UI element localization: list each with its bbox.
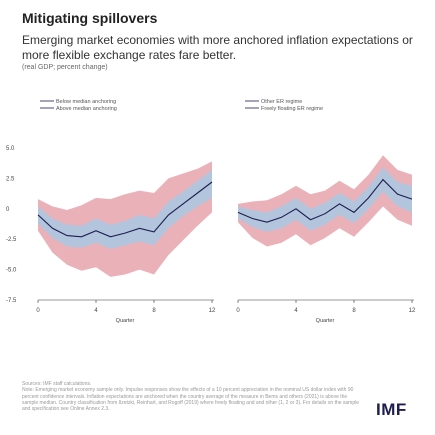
legend-item: Other ER regime bbox=[261, 99, 302, 105]
legend-left: Below median anchoring Above median anch… bbox=[40, 99, 117, 112]
y-tick-label: 5.0 bbox=[6, 146, 15, 152]
legend-item: Freely floating ER regime bbox=[261, 106, 323, 112]
chart-notes: Sources: IMF staff calculations. Note: E… bbox=[22, 381, 362, 412]
legend-item: Above median anchoring bbox=[56, 106, 117, 112]
note-text: Note: Emerging market economy sample onl… bbox=[22, 387, 360, 413]
x-tick-label: 4 bbox=[94, 308, 98, 314]
units-label: (real GDP; percent change) bbox=[22, 64, 108, 71]
chart-panel-right: 0 4 8 12 Quarter bbox=[236, 155, 416, 324]
x-tick-label: 12 bbox=[209, 308, 216, 314]
x-tick-label: 8 bbox=[152, 308, 156, 314]
chart-subtitle: Emerging market economies with more anch… bbox=[22, 33, 413, 62]
chart-title: Mitigating spillovers bbox=[22, 10, 158, 26]
series-line bbox=[37, 181, 213, 238]
x-tick-label: 4 bbox=[294, 308, 298, 314]
y-tick-label: -7.5 bbox=[6, 298, 17, 304]
y-tick-label: -5.0 bbox=[6, 268, 17, 274]
source-text: Sources: IMF staff calculations. bbox=[22, 381, 92, 387]
confidence-band bbox=[238, 167, 412, 232]
imf-logo: IMF bbox=[376, 400, 407, 419]
confidence-band bbox=[38, 169, 212, 249]
y-tick-label: 2.5 bbox=[6, 176, 15, 182]
chart-panel-left: 0 4 8 12 Quarter bbox=[36, 161, 216, 324]
x-axis-title: Quarter bbox=[316, 318, 335, 324]
legend-right: Other ER regime Freely floating ER regim… bbox=[245, 99, 323, 112]
legend-item: Below median anchoring bbox=[56, 99, 116, 105]
x-tick-label: 0 bbox=[36, 308, 40, 314]
series-line bbox=[237, 178, 413, 223]
y-tick-label: -2.5 bbox=[6, 237, 17, 243]
x-tick-label: 12 bbox=[409, 308, 416, 314]
x-axis-title: Quarter bbox=[116, 318, 135, 324]
x-tick-label: 8 bbox=[352, 308, 356, 314]
y-axis: 5.0 2.5 0 -2.5 -5.0 -7.5 bbox=[6, 146, 17, 304]
confidence-band bbox=[38, 161, 212, 277]
confidence-band bbox=[238, 155, 412, 247]
x-tick-label: 0 bbox=[236, 308, 240, 314]
y-tick-label: 0 bbox=[6, 207, 10, 213]
